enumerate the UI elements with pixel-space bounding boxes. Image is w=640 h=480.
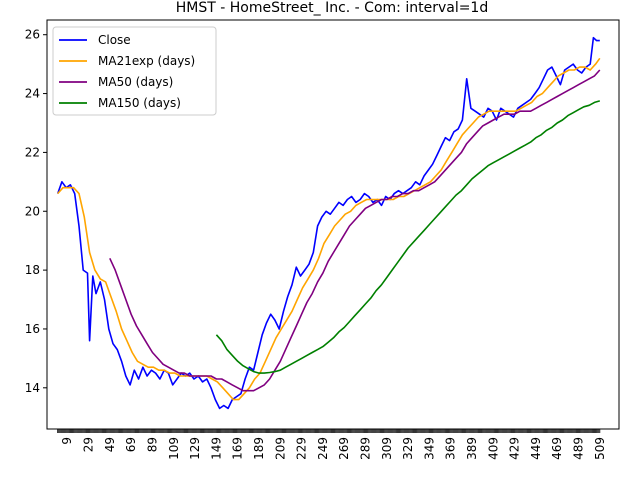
x-tick-label: 409 [486, 437, 500, 460]
x-tick-label: 269 [337, 437, 351, 460]
y-tick-label: 18 [25, 263, 40, 277]
x-tick-label: 129 [188, 437, 202, 460]
x-tick-label: 29 [82, 437, 96, 452]
plot-area: 14 16 18 20 22 24 26 9 29 49 69 89 109 129 149 169 189 2… [25, 19, 620, 460]
x-tick-label: 109 [167, 437, 181, 460]
x-tick-label: 9 [60, 437, 74, 445]
series-line-ma50-days [109, 69, 601, 392]
x-tick-label: 169 [231, 437, 245, 460]
x-tick-label: 509 [593, 437, 607, 460]
x-tick-label: 249 [316, 437, 330, 460]
legend-label-ma21exp-days: MA21exp (days) [98, 54, 195, 68]
y-tick-label: 24 [25, 87, 40, 101]
legend-label-ma150-days: MA150 (days) [98, 96, 181, 110]
x-tick-label: 429 [508, 437, 522, 460]
series-line-close [56, 36, 600, 410]
plot-frame [46, 19, 620, 430]
y-tick-label: 16 [25, 322, 40, 336]
y-tick-label: 20 [25, 204, 40, 218]
x-tick-label: 369 [444, 437, 458, 460]
x-axis: 9 29 49 69 89 109 129 149 169 189 209 229 249 269 289 3… [57, 429, 607, 460]
series-layer [56, 36, 601, 410]
y-tick-label: 22 [25, 145, 40, 159]
series-line-ma150-days [215, 100, 601, 374]
legend-box [52, 26, 217, 116]
x-tick-label: 329 [401, 437, 415, 460]
x-tick-label: 349 [422, 437, 436, 460]
legend: Close MA21exp (days) MA50 (days) MA150 (day… [52, 26, 217, 116]
x-tick-label: 449 [529, 437, 543, 460]
x-tick-label: 229 [295, 437, 309, 460]
y-axis: 14 16 18 20 22 24 26 [25, 28, 47, 395]
x-tick-label: 389 [465, 437, 479, 460]
x-tick-label: 489 [572, 437, 586, 460]
y-tick-label: 14 [25, 381, 40, 395]
x-tick-label: 209 [273, 437, 287, 460]
y-tick-label: 26 [25, 28, 40, 42]
chart-title: HMST - HomeStreet_ Inc. - Com: interval=… [176, 0, 488, 16]
x-tick-label: 469 [550, 437, 564, 460]
x-tick-label: 309 [380, 437, 394, 460]
legend-label-ma50-days: MA50 (days) [98, 75, 173, 89]
legend-label-close: Close [98, 33, 131, 47]
series-line-ma21exp-days [57, 57, 601, 401]
x-tick-label: 89 [145, 437, 159, 452]
x-tick-label: 49 [103, 437, 117, 452]
x-tick-label: 69 [124, 437, 138, 452]
x-tick-label: 149 [209, 437, 223, 460]
x-tick-label: 289 [358, 437, 372, 460]
x-tick-label: 189 [252, 437, 266, 460]
